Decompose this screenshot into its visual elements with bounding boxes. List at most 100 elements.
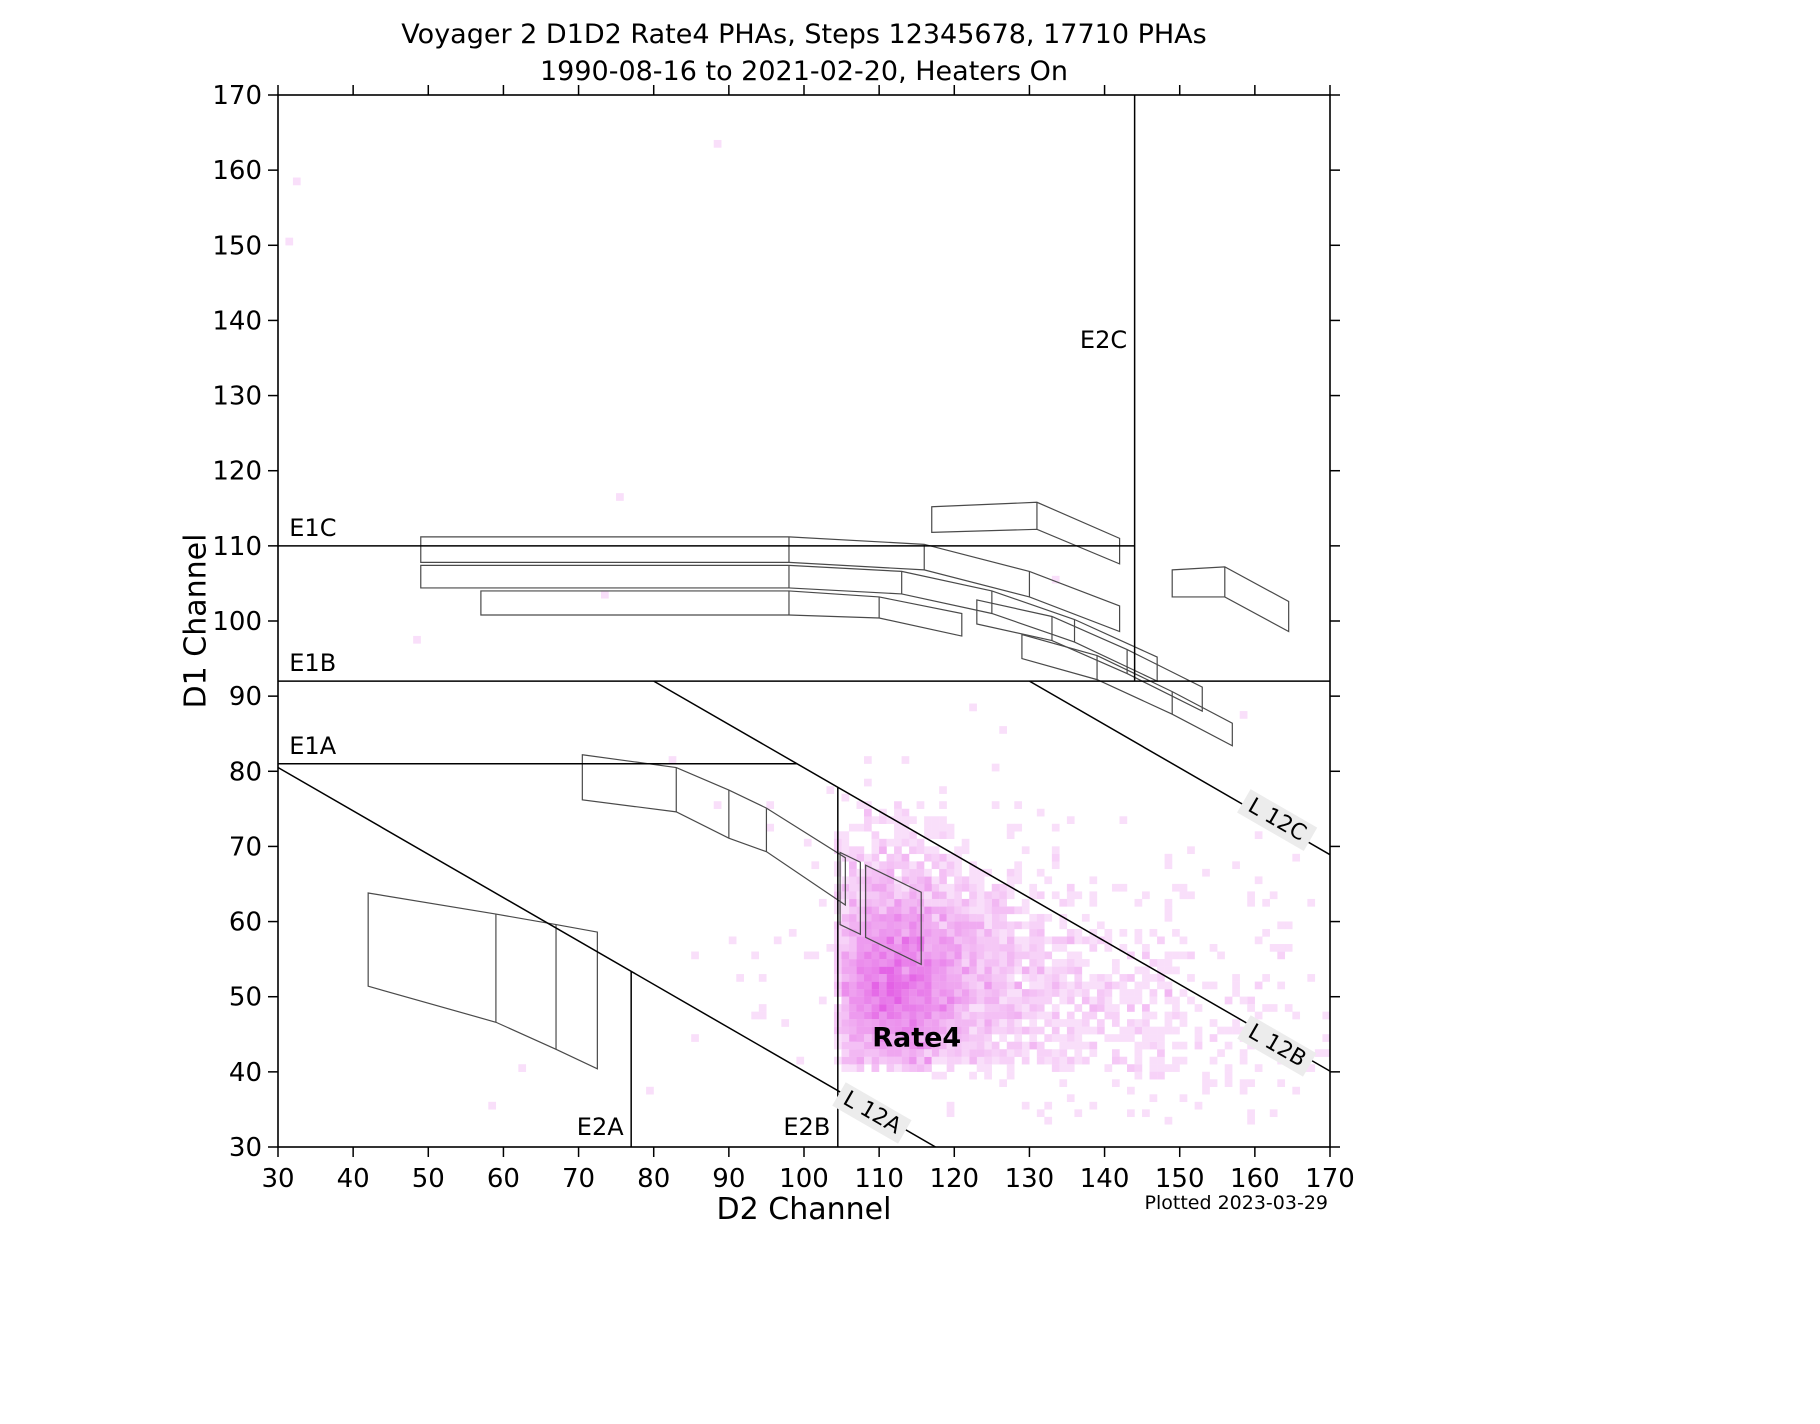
heatmap-cell <box>924 1049 932 1057</box>
heatmap-cell <box>1044 1056 1053 1065</box>
heatmap-cell <box>864 1004 872 1012</box>
heatmap-cell <box>1044 981 1053 990</box>
heatmap-cell <box>864 944 872 952</box>
heatmap-cell <box>901 1049 910 1057</box>
heatmap-cell <box>991 996 1000 1005</box>
heatmap-cell <box>954 853 962 862</box>
heatmap-cell <box>879 1026 887 1035</box>
heatmap-cell <box>961 928 970 937</box>
heatmap-cell <box>1292 1086 1301 1095</box>
heatmap-cell <box>901 756 910 764</box>
heatmap-cell <box>924 966 932 975</box>
heatmap-cell <box>1142 1004 1150 1012</box>
heatmap-cell <box>1119 928 1128 937</box>
heatmap-cell <box>1021 1041 1030 1050</box>
heatmap-cell <box>1284 921 1293 930</box>
heatmap-cell <box>1194 1034 1203 1042</box>
heatmap-cell <box>954 936 962 945</box>
heatmap-cell <box>916 1019 925 1027</box>
heatmap-cell <box>924 846 932 855</box>
heatmap-cell <box>848 944 857 952</box>
heatmap-cell <box>848 913 857 922</box>
heatmap-cell <box>976 1049 985 1057</box>
plotted-date: Plotted 2023-03-29 <box>1144 1192 1328 1214</box>
heatmap-cell <box>886 944 895 952</box>
heatmap-cell <box>1051 853 1060 862</box>
heatmap-cell <box>1059 1056 1068 1065</box>
heatmap-cell <box>841 831 850 840</box>
heatmap-cell <box>909 1049 917 1057</box>
heatmap-cell <box>939 823 947 832</box>
heatmap-cell <box>909 928 917 937</box>
heatmap-cell <box>848 898 857 907</box>
heatmap-cell <box>879 868 887 877</box>
heatmap-cell <box>894 861 902 870</box>
heatmap-cell <box>1292 1011 1301 1020</box>
heatmap-cell <box>1006 989 1015 997</box>
heatmap-cell <box>781 1019 790 1027</box>
heatmap-cell <box>1134 928 1143 937</box>
heatmap-cell <box>1029 936 1038 945</box>
heatmap-cell <box>1021 996 1030 1005</box>
heatmap-cell <box>901 906 910 915</box>
heatmap-cell <box>1081 996 1090 1005</box>
heatmap-cell <box>894 1019 902 1027</box>
heatmap-cell <box>856 959 865 967</box>
heatmap-cell <box>1111 1049 1120 1057</box>
heatmap-cell <box>886 996 895 1005</box>
heatmap-cell <box>826 786 835 794</box>
heatmap-cell <box>894 1004 902 1012</box>
heatmap-cell <box>1262 928 1270 937</box>
heatmap-cell <box>909 1041 917 1050</box>
heatmap-cell <box>894 996 902 1005</box>
heatmap-cell <box>969 1071 977 1080</box>
heatmap-cell <box>1051 1049 1060 1057</box>
heatmap-cell <box>1157 966 1165 975</box>
heatmap-cell <box>856 853 865 862</box>
heatmap-cell <box>1164 981 1173 990</box>
heatmap-cell <box>879 861 887 870</box>
heatmap-cell <box>1172 1004 1180 1012</box>
heatmap-cell <box>961 959 970 967</box>
heatmap-cell <box>976 1041 985 1050</box>
heatmap-cell <box>1254 831 1263 840</box>
heatmap-cell <box>1284 944 1293 952</box>
heatmap-cell <box>999 936 1007 945</box>
heatmap-cell <box>841 936 850 945</box>
heatmap-cell <box>946 898 955 907</box>
heatmap-cell <box>848 959 857 967</box>
heatmap-cell <box>946 936 955 945</box>
heatmap-cell <box>894 989 902 997</box>
heatmap-cell <box>879 816 887 824</box>
heatmap-cell <box>1104 1034 1113 1042</box>
heatmap-cell <box>939 959 947 967</box>
heatmap-cell <box>976 1004 985 1012</box>
heatmap-cell <box>984 996 992 1005</box>
heatmap-cell <box>954 913 962 922</box>
heatmap-cell <box>856 801 865 809</box>
heatmap-cell <box>879 951 887 960</box>
heatmap-cell <box>848 876 857 885</box>
heatmap-cell <box>954 1019 962 1027</box>
heatmap-cell <box>1179 1041 1188 1050</box>
heatmap-cell <box>1149 959 1158 967</box>
heatmap-cell <box>848 861 857 870</box>
heatmap-cell <box>1089 876 1098 885</box>
heatmap-cell <box>924 996 932 1005</box>
y-tick-label: 60 <box>229 908 262 938</box>
heatmap-cell <box>924 913 932 922</box>
heatmap-cell <box>1051 959 1060 967</box>
heatmap-cell <box>954 921 962 930</box>
heatmap-cell <box>1149 928 1158 937</box>
heatmap-cell <box>1051 861 1060 870</box>
heatmap-cell <box>1164 966 1173 975</box>
heatmap-cell <box>1059 1079 1068 1087</box>
heatmap-cell <box>946 891 955 900</box>
heatmap-cell <box>1134 996 1143 1005</box>
heatmap-cell <box>969 1056 977 1065</box>
heatmap-cell <box>1006 1026 1015 1035</box>
heatmap-cell <box>616 493 624 501</box>
heatmap-cell <box>879 959 887 967</box>
